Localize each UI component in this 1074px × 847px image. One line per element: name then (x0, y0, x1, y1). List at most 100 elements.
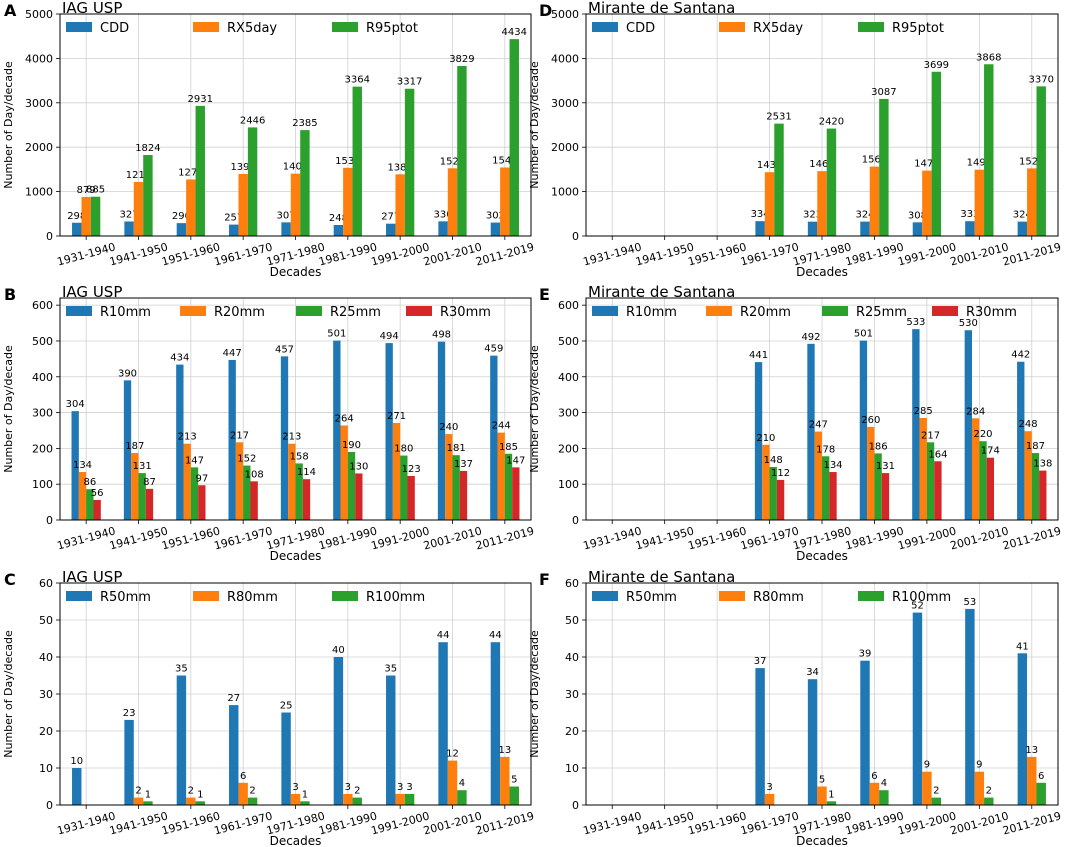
data-label: 1536 (335, 156, 360, 167)
bar-R50mm (912, 612, 923, 805)
data-label: 334 (751, 209, 770, 220)
panel-letter: F (539, 570, 550, 589)
data-label: 533 (906, 317, 925, 328)
x-tick-label: 2001-2010 (949, 809, 1010, 837)
data-label: 152 (237, 454, 256, 465)
y-tick-label: 3000 (25, 97, 53, 110)
x-tick-label: 1931-1940 (582, 809, 643, 837)
bar-R50mm (807, 679, 818, 805)
data-label: 6 (240, 771, 246, 782)
x-tick-label: 1941-1950 (108, 809, 169, 837)
bar-R95ptot (826, 128, 837, 236)
bar-R20mm (919, 417, 927, 520)
bar-R100mm (247, 797, 258, 805)
x-axis-label: Decades (270, 265, 322, 279)
data-label: 457 (275, 344, 294, 355)
bar-R50mm (229, 705, 239, 805)
x-tick-label: 1961-1970 (213, 524, 274, 552)
legend-swatch (858, 22, 884, 32)
legend-label: R10mm (626, 305, 677, 320)
bar-R95ptot (90, 196, 101, 236)
y-tick-label: 0 (572, 799, 579, 812)
y-tick-label: 30 (565, 688, 579, 701)
data-label: 2 (188, 786, 194, 797)
data-label: 2420 (819, 117, 844, 128)
data-label: 390 (118, 368, 137, 379)
y-tick-label: 20 (39, 725, 53, 738)
legend-swatch (66, 591, 92, 601)
data-label: 52 (911, 601, 924, 612)
plot-frame (585, 582, 1059, 806)
y-tick-label: 100 (558, 478, 579, 491)
y-tick-label: 500 (32, 335, 53, 348)
bar-R25mm (979, 441, 987, 520)
data-label: 330 (434, 209, 453, 220)
x-tick-label: 1981-1990 (844, 524, 905, 552)
data-label: 114 (297, 467, 316, 478)
data-label: 240 (439, 422, 458, 433)
bar-R25mm (926, 442, 935, 520)
bar-R80mm (764, 793, 775, 805)
y-tick-label: 200 (558, 442, 579, 455)
legend-swatch (592, 22, 618, 32)
data-label: 3829 (449, 54, 474, 65)
bar-R10mm (912, 329, 920, 520)
bar-R10mm (385, 343, 393, 520)
bar-R25mm (504, 453, 513, 520)
bar-R20mm (340, 425, 348, 520)
legend-label: R95ptot (366, 21, 418, 36)
data-label: 2 (986, 786, 992, 797)
bar-R10mm (754, 362, 763, 520)
data-label: 35 (384, 664, 397, 675)
bar-R20mm (497, 432, 505, 520)
bar-R95ptot (352, 86, 362, 236)
data-label: 459 (484, 344, 503, 355)
data-label: 1525 (440, 156, 465, 167)
y-tick-label: 0 (572, 230, 579, 243)
legend-label: R30mm (966, 305, 1017, 320)
legend-label: R25mm (856, 305, 907, 320)
bar-CDD (965, 221, 975, 236)
panel-B: B IAG USP 0 100 200 300 400 500 600 1931-19401941… (2, 283, 536, 563)
bar-RX5day (817, 171, 827, 236)
x-tick-label: 2011-2019 (1001, 240, 1062, 268)
bar-R50mm (490, 642, 501, 805)
bar-R10mm (123, 380, 132, 520)
x-tick-label: 1931-1940 (56, 240, 117, 268)
bar-RX5day (974, 169, 985, 236)
y-tick-label: 0 (46, 514, 53, 527)
bar-R50mm (72, 768, 82, 805)
bar-R10mm (437, 341, 446, 520)
bar-CDD (333, 224, 344, 236)
plot-frame (585, 297, 1059, 521)
bar-R100mm (984, 797, 994, 805)
legend-swatch (296, 306, 322, 316)
data-label: 9 (924, 760, 930, 771)
x-tick-label: 1941-1950 (108, 240, 169, 268)
bar-R95ptot (774, 123, 784, 236)
bar-CDD (490, 222, 501, 236)
data-label: 248 (329, 213, 348, 224)
y-tick-label: 0 (46, 799, 53, 812)
x-tick-label: 1931-1940 (582, 240, 643, 268)
data-label: 12 (446, 749, 459, 760)
x-tick-label: 1931-1940 (56, 524, 117, 552)
legend-swatch (66, 306, 92, 316)
x-axis-label: Decades (270, 834, 322, 847)
data-label: 1398 (230, 162, 255, 173)
data-label: 53 (964, 597, 977, 608)
y-tick-label: 5000 (25, 8, 53, 21)
bar-RX5day (447, 168, 458, 236)
data-label: 180 (394, 444, 413, 455)
data-label: 147 (506, 455, 525, 466)
bar-R10mm (964, 330, 972, 520)
x-tick-label: 2011-2019 (474, 524, 535, 552)
panel-letter: C (4, 570, 16, 589)
data-label: 35 (175, 664, 188, 675)
data-label: 2 (135, 786, 141, 797)
panel-title: Mirante de Santana (588, 0, 735, 17)
x-tick-label: 1961-1970 (739, 524, 800, 552)
bar-R80mm (343, 793, 353, 805)
bar-R50mm (124, 719, 134, 805)
y-tick-label: 5000 (551, 8, 579, 21)
